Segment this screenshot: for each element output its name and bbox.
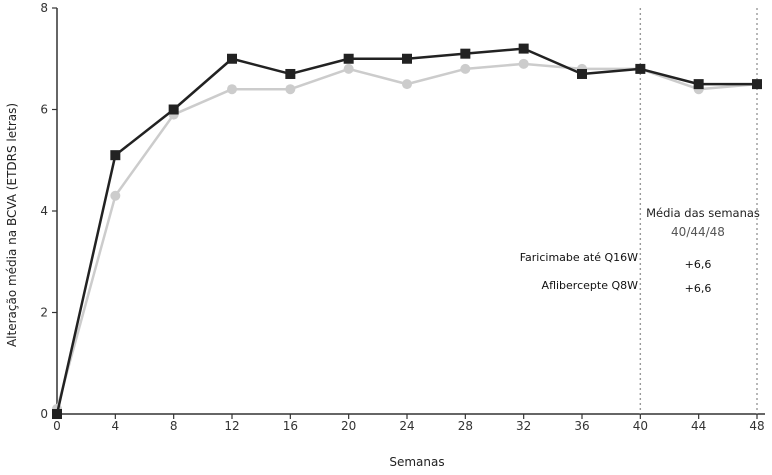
data-point — [285, 84, 296, 95]
y-tick-label: 0 — [40, 407, 48, 421]
x-axis-title: Semanas — [389, 455, 444, 469]
y-tick-label: 2 — [40, 306, 48, 320]
y-axis-ticks: 0 2 4 6 8 — [40, 1, 57, 421]
x-tick-label: 0 — [53, 419, 61, 433]
series-2 — [52, 58, 762, 414]
series-1 — [52, 43, 762, 419]
y-tick-label: 8 — [40, 1, 48, 15]
annotation-row-label-1: Faricimabe até Q16W — [520, 251, 638, 264]
data-point — [285, 68, 296, 79]
x-tick-label: 8 — [170, 419, 178, 433]
data-point — [752, 79, 762, 90]
x-tick-label: 32 — [516, 419, 531, 433]
data-point — [168, 104, 179, 115]
data-point — [518, 58, 529, 69]
data-point — [343, 53, 354, 64]
data-point — [343, 63, 354, 74]
y-tick-label: 6 — [40, 103, 48, 117]
data-point — [227, 53, 237, 64]
data-point — [227, 84, 237, 95]
x-tick-label: 48 — [749, 419, 764, 433]
x-tick-label: 44 — [691, 419, 706, 433]
series-line — [55, 47, 757, 415]
annotation-subheading: 40/44/48 — [671, 225, 725, 239]
data-point — [693, 79, 704, 90]
annotation-row-value-2: +6,6 — [685, 282, 712, 295]
data-point — [518, 43, 529, 54]
series-line — [55, 62, 758, 410]
data-point — [52, 409, 62, 419]
data-point — [460, 48, 471, 59]
series-layer — [52, 43, 762, 419]
x-tick-label: 40 — [633, 419, 648, 433]
x-tick-label: 16 — [283, 419, 298, 433]
x-tick-label: 28 — [458, 419, 473, 433]
data-point — [402, 79, 412, 90]
data-point — [577, 68, 587, 79]
x-tick-label: 36 — [574, 419, 589, 433]
x-tick-label: 12 — [224, 419, 239, 433]
data-point — [402, 53, 412, 64]
y-axis-title: Alteração média na BCVA (ETDRS letras) — [5, 103, 19, 347]
data-point — [635, 63, 646, 74]
x-tick-label: 4 — [112, 419, 120, 433]
x-tick-label: 24 — [399, 419, 414, 433]
annotation-box: Média das semanas 40/44/48 Faricimabe at… — [520, 206, 760, 295]
data-point — [110, 190, 121, 201]
data-point — [460, 63, 471, 74]
data-point — [110, 150, 121, 161]
x-axis-ticks: 0 4 8 12 16 20 24 28 32 36 40 44 48 — [53, 414, 765, 433]
annotation-heading: Média das semanas — [646, 206, 760, 220]
x-tick-label: 20 — [341, 419, 356, 433]
annotation-row-value-1: +6,6 — [685, 258, 712, 271]
annotation-row-label-2: Aflibercepte Q8W — [542, 279, 639, 292]
y-tick-label: 4 — [40, 204, 48, 218]
